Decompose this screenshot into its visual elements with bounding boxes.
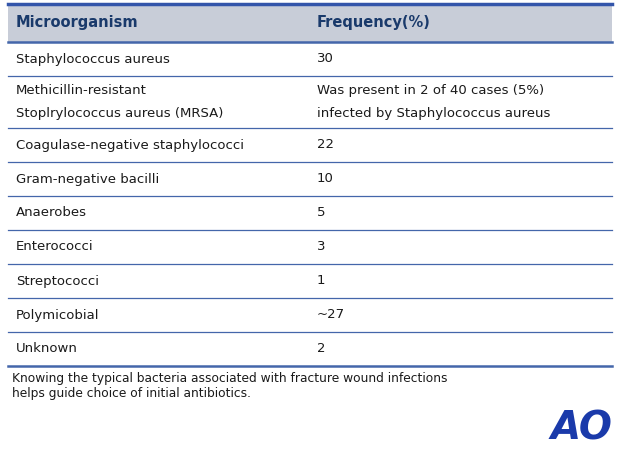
Text: AO: AO xyxy=(550,409,612,447)
Text: 22: 22 xyxy=(317,139,334,151)
Text: Streptococci: Streptococci xyxy=(16,274,99,287)
Text: Was present in 2 of 40 cases (5%): Was present in 2 of 40 cases (5%) xyxy=(317,84,544,97)
Text: Enterococci: Enterococci xyxy=(16,241,94,253)
Text: 3: 3 xyxy=(317,241,326,253)
Text: Coagulase-negative staphylococci: Coagulase-negative staphylococci xyxy=(16,139,244,151)
Text: Gram-negative bacilli: Gram-negative bacilli xyxy=(16,173,159,185)
Text: Frequency(%): Frequency(%) xyxy=(317,16,431,30)
Text: ~27: ~27 xyxy=(317,308,345,321)
Text: Microorganism: Microorganism xyxy=(16,16,139,30)
Text: 5: 5 xyxy=(317,207,326,219)
Text: Staphylococcus aureus: Staphylococcus aureus xyxy=(16,52,170,66)
Text: 2: 2 xyxy=(317,342,326,356)
Text: Polymicobial: Polymicobial xyxy=(16,308,99,321)
Text: Anaerobes: Anaerobes xyxy=(16,207,87,219)
Text: infected by Staphylococcus aureus: infected by Staphylococcus aureus xyxy=(317,107,551,120)
Text: 30: 30 xyxy=(317,52,334,66)
Text: Unknown: Unknown xyxy=(16,342,78,356)
Text: Methicillin-resistant: Methicillin-resistant xyxy=(16,84,147,97)
Bar xyxy=(8,4,612,42)
Text: Knowing the typical bacteria associated with fracture wound infections
helps gui: Knowing the typical bacteria associated … xyxy=(12,372,448,400)
Text: 1: 1 xyxy=(317,274,326,287)
Text: Stoplrylococcus aureus (MRSA): Stoplrylococcus aureus (MRSA) xyxy=(16,107,223,120)
Text: 10: 10 xyxy=(317,173,334,185)
